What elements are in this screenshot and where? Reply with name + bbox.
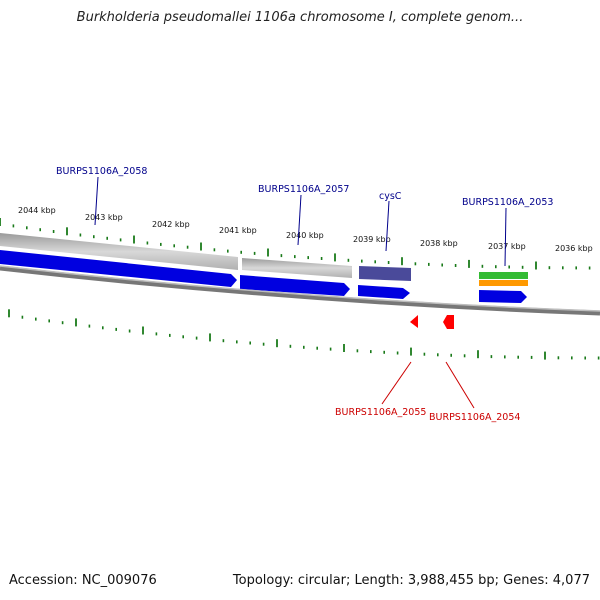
- kbp-label: 2037 kbp: [488, 242, 526, 251]
- forward-gene-cysC[interactable]: [358, 285, 410, 299]
- gray-feature-2[interactable]: [242, 258, 352, 278]
- leader-line-2058: [94, 176, 99, 226]
- leader-line-2054: [445, 361, 475, 409]
- forward-gene-2058[interactable]: [0, 250, 237, 287]
- chromosome-backbone: [0, 265, 600, 316]
- kbp-label: 2038 kbp: [420, 239, 458, 248]
- gray-feature-1[interactable]: [0, 233, 238, 270]
- reverse-gene-2054[interactable]: [443, 315, 454, 329]
- gene-label-2055[interactable]: BURPS1106A_2055: [335, 407, 426, 418]
- forward-gene-2057[interactable]: [240, 275, 350, 296]
- upper-tick-ruler: [0, 218, 591, 270]
- kbp-label: 2041 kbp: [219, 226, 257, 235]
- kbp-label: 2042 kbp: [152, 220, 190, 229]
- gene-label-2058[interactable]: BURPS1106A_2058: [56, 166, 147, 177]
- kbp-label: 2040 kbp: [286, 231, 324, 240]
- map-title: Burkholderia pseudomallei 1106a chromoso…: [76, 10, 524, 25]
- gene-label-2057[interactable]: BURPS1106A_2057: [258, 184, 349, 195]
- gene-label-2053[interactable]: BURPS1106A_2053: [462, 197, 553, 208]
- kbp-label: 2044 kbp: [18, 206, 56, 215]
- kbp-label: 2043 kbp: [85, 213, 123, 222]
- kbp-label: 2036 kbp: [555, 244, 593, 253]
- kbp-scale-labels: 2044 kbp 2043 kbp 2042 kbp 2041 kbp 2040…: [18, 206, 593, 253]
- lower-tick-ruler: [8, 309, 600, 360]
- leader-line-2053: [504, 207, 507, 267]
- accession-text: Accession: NC_009076: [9, 573, 157, 588]
- chromosome-backbone-highlight: [0, 265, 600, 312]
- leader-line-cysC: [385, 200, 390, 252]
- genome-summary-text: Topology: circular; Length: 3,988,455 bp…: [232, 573, 590, 588]
- orange-feature[interactable]: [479, 280, 528, 286]
- leader-line-2055: [381, 361, 412, 405]
- reverse-gene-2055[interactable]: [410, 315, 418, 328]
- forward-gene-2053[interactable]: [479, 290, 527, 303]
- gene-label-cysC[interactable]: cysC: [379, 191, 402, 202]
- kbp-label: 2039 kbp: [353, 235, 391, 244]
- cysC-box[interactable]: [359, 266, 411, 281]
- leader-line-2057: [297, 194, 302, 246]
- green-feature[interactable]: [479, 272, 528, 279]
- gene-label-2054[interactable]: BURPS1106A_2054: [429, 412, 520, 423]
